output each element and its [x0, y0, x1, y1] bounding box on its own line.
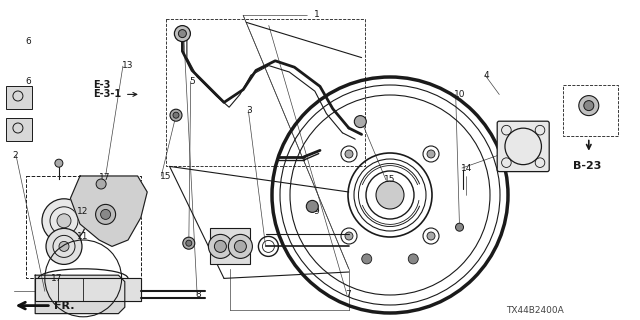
Circle shape [95, 204, 116, 224]
Circle shape [579, 96, 599, 116]
Polygon shape [70, 176, 147, 246]
Bar [6, 118, 32, 141]
Circle shape [362, 254, 372, 264]
Circle shape [307, 200, 318, 212]
Circle shape [427, 150, 435, 158]
Circle shape [46, 228, 82, 264]
Circle shape [57, 214, 71, 228]
Text: 9: 9 [314, 207, 319, 216]
Text: 7: 7 [346, 290, 351, 299]
Text: 5: 5 [189, 77, 195, 86]
Circle shape [427, 232, 435, 240]
Text: TX44B2400A: TX44B2400A [506, 306, 563, 315]
Circle shape [55, 159, 63, 167]
Bar [6, 86, 32, 109]
Circle shape [170, 109, 182, 121]
Text: 17: 17 [51, 274, 63, 283]
Polygon shape [35, 275, 125, 314]
Circle shape [183, 237, 195, 249]
Text: FR.: FR. [54, 300, 75, 311]
Text: 8: 8 [195, 290, 201, 299]
Circle shape [228, 235, 252, 259]
Circle shape [173, 112, 179, 118]
Circle shape [214, 240, 227, 252]
Text: 2: 2 [13, 151, 19, 160]
Text: B-23: B-23 [573, 161, 601, 172]
Circle shape [456, 223, 463, 231]
Circle shape [345, 232, 353, 240]
Circle shape [408, 254, 419, 264]
Text: E-3: E-3 [93, 80, 110, 90]
Text: 3: 3 [246, 106, 252, 115]
Circle shape [179, 30, 186, 38]
Text: 10: 10 [454, 90, 466, 99]
Text: 15: 15 [160, 172, 172, 180]
Text: 12: 12 [77, 207, 88, 216]
Circle shape [209, 235, 232, 259]
Circle shape [96, 179, 106, 189]
Circle shape [584, 100, 594, 111]
Circle shape [100, 209, 111, 220]
Text: 4: 4 [483, 71, 489, 80]
Text: 17: 17 [99, 173, 111, 182]
Circle shape [234, 240, 246, 252]
Circle shape [345, 150, 353, 158]
Circle shape [42, 199, 86, 243]
Circle shape [355, 116, 366, 128]
Circle shape [376, 181, 404, 209]
Text: E-3-1: E-3-1 [93, 89, 121, 100]
Circle shape [59, 241, 69, 252]
Bar [211, 228, 250, 264]
Text: 13: 13 [122, 61, 133, 70]
Text: 1: 1 [314, 10, 319, 19]
Text: 16: 16 [13, 90, 24, 99]
Text: 11: 11 [77, 232, 88, 241]
Polygon shape [35, 278, 141, 301]
Text: 6: 6 [26, 37, 31, 46]
Text: 15: 15 [384, 175, 396, 184]
FancyBboxPatch shape [497, 121, 549, 172]
Text: 14: 14 [461, 164, 472, 172]
Circle shape [174, 26, 191, 42]
Text: 6: 6 [26, 77, 31, 86]
Circle shape [186, 240, 192, 246]
